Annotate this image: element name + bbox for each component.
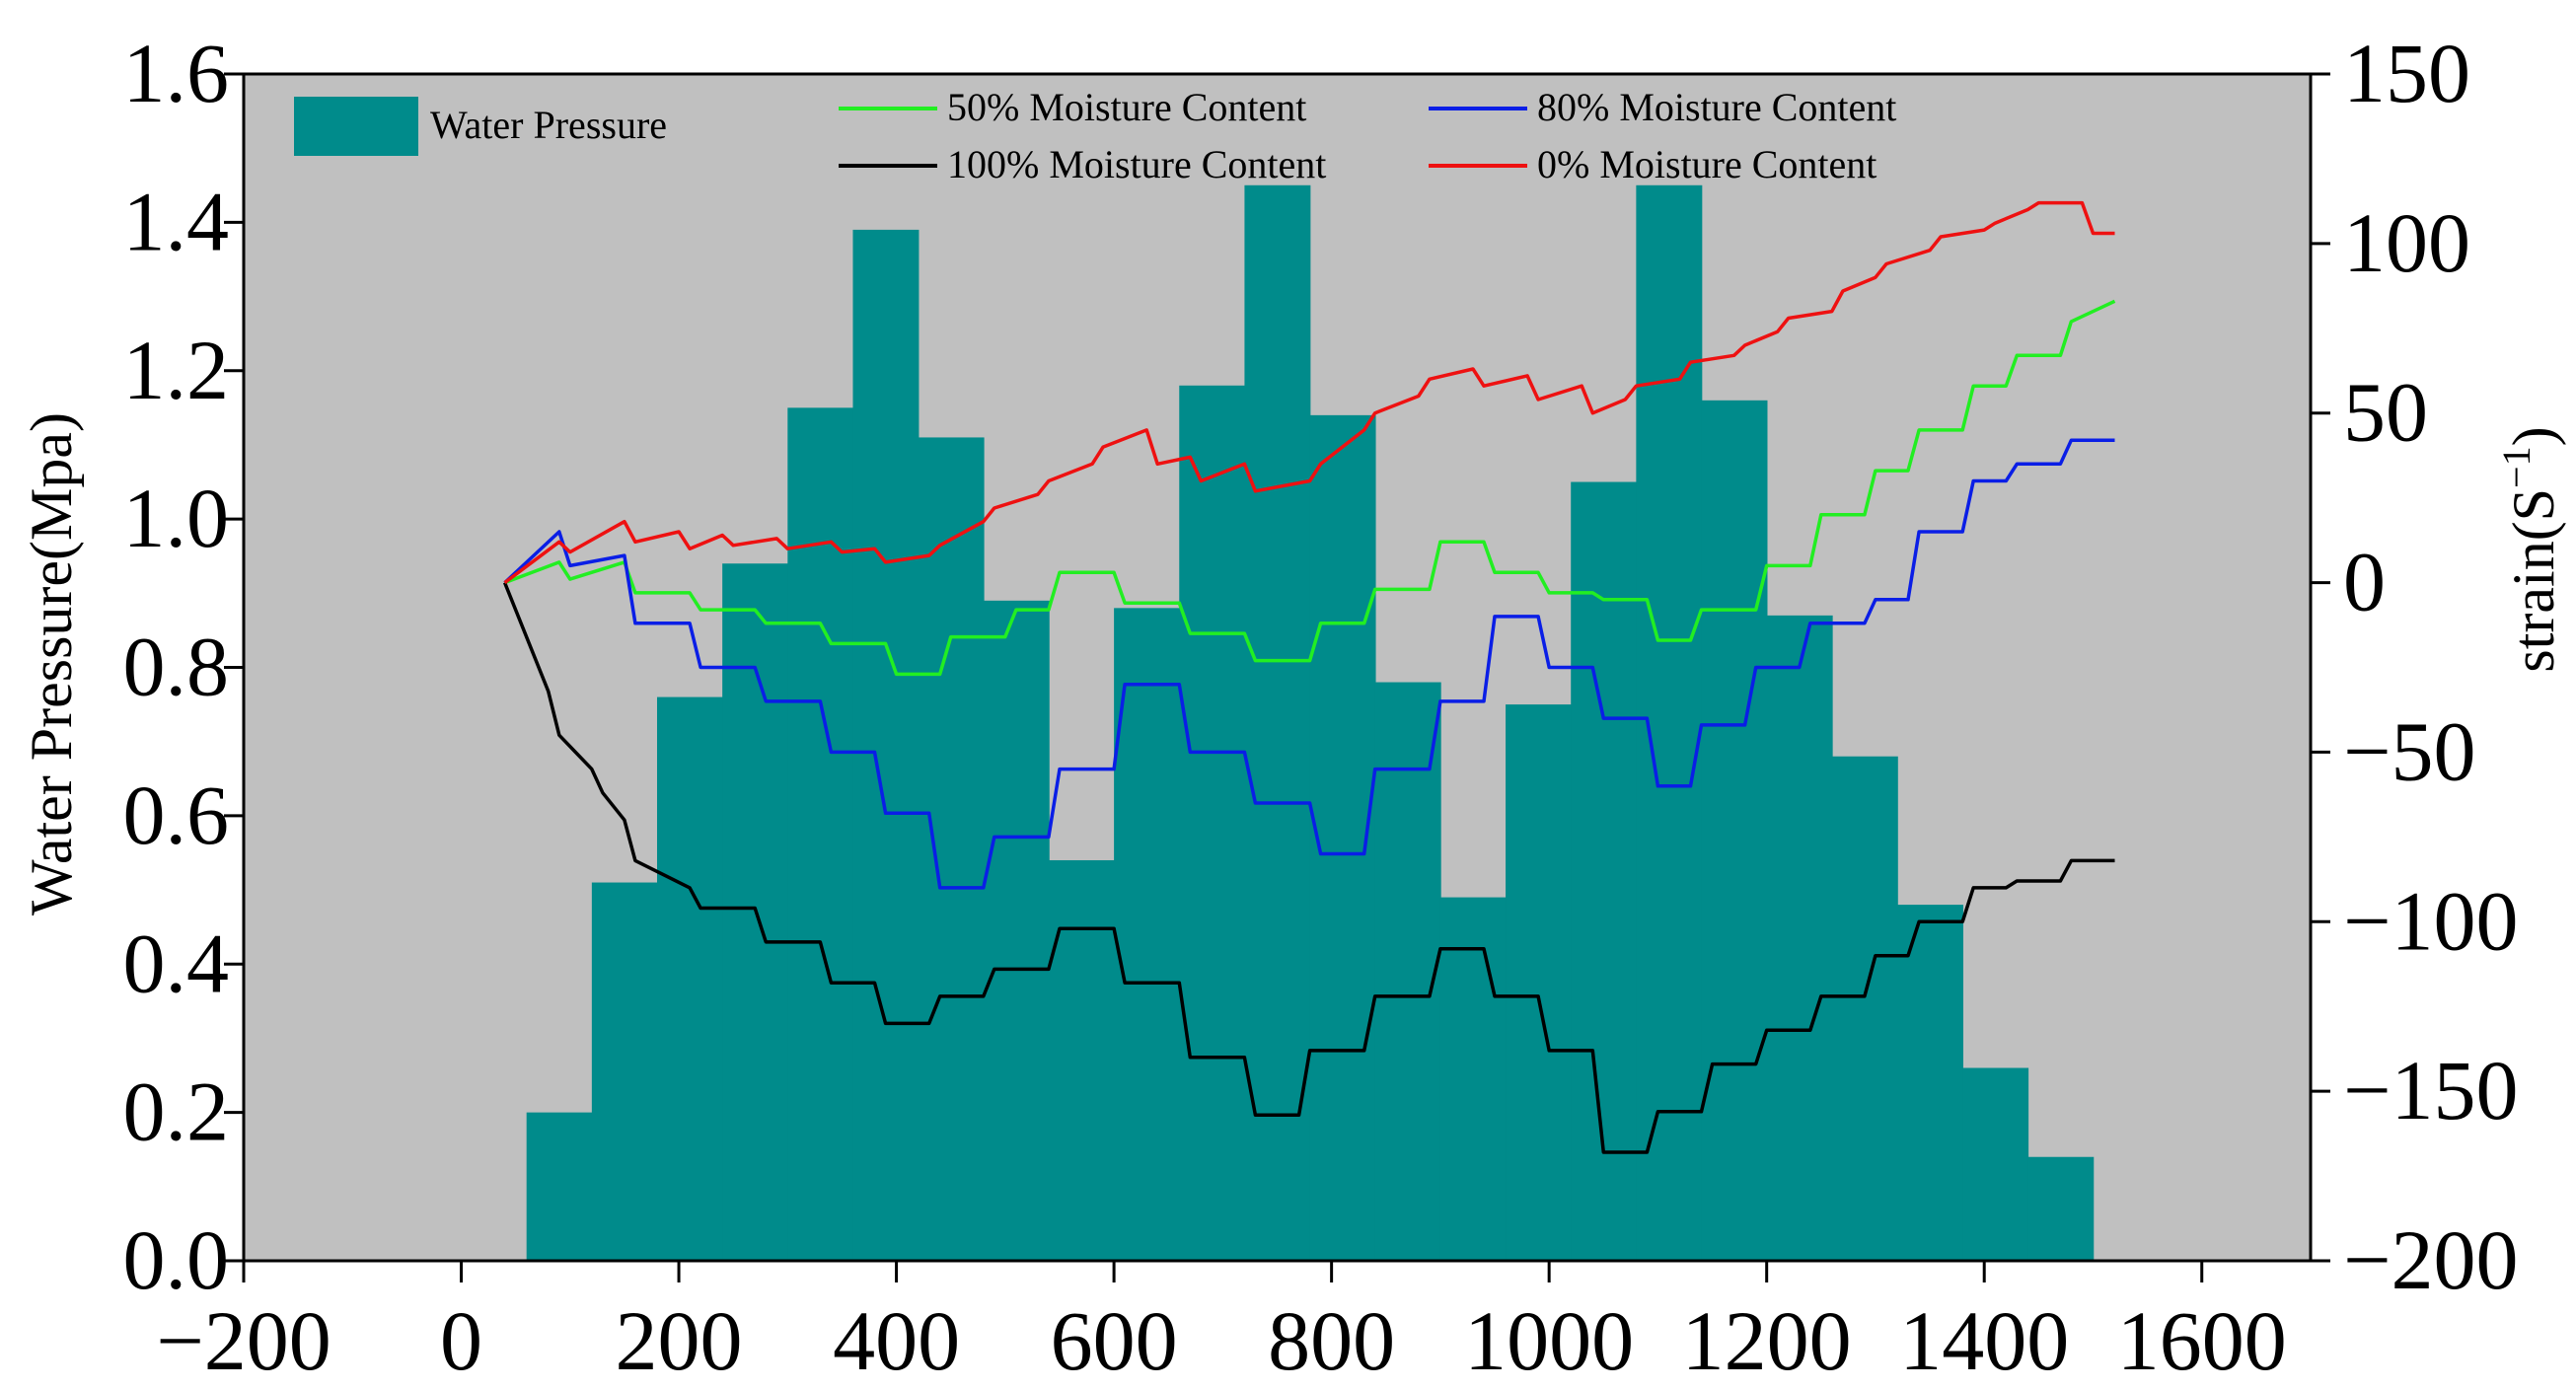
y-left-tick-label-1-0: 1.0 (123, 471, 230, 565)
y-left-tick-label-1-4: 1.4 (123, 174, 230, 268)
y-right-tick-label-150: 150 (2343, 26, 2470, 120)
x-tick-label-800: 800 (1268, 1293, 1395, 1388)
y-axis-right: −200 −150 −100 −50 0 50 100 150 (2311, 26, 2519, 1307)
bar-water-pressure-20 (1831, 756, 1898, 1261)
bar-water-pressure-22 (1962, 1067, 2029, 1261)
y-left-tick-label-0-6: 0.6 (123, 768, 230, 862)
series-line-80-moisture-content (503, 438, 2115, 890)
y-axis-right-title-base: strain(S (2501, 488, 2566, 673)
legend-label-50-moisture: 50% Moisture Content (947, 85, 1306, 129)
bar-water-pressure-14 (1439, 897, 1507, 1261)
series-line-50-moisture-content (503, 299, 2116, 677)
y-left-tick-label-0-8: 0.8 (123, 620, 230, 714)
strain-lines (502, 200, 2116, 1154)
y-right-tick-label-100: −100 (2343, 873, 2519, 968)
y-left-tick-label-0-0: 0.0 (123, 1212, 230, 1307)
axes: −200 0 200 400 600 800 1000 1200 1400 1600 0.00.2… (123, 26, 2519, 1388)
bar-water-pressure-18 (1701, 400, 1768, 1261)
legend-label-water-pressure: Water Pressure (430, 103, 667, 147)
y-axis-right-title-superscript: −1 (2494, 446, 2539, 488)
x-tick-label-200: −200 (156, 1293, 331, 1388)
x-tick-label-200: 200 (616, 1293, 743, 1388)
bar-water-pressure-11 (1244, 184, 1311, 1261)
legend-swatch-water-pressure (294, 97, 418, 156)
y-right-tick-label-100: 100 (2343, 195, 2470, 290)
water-pressure-bars (526, 184, 2095, 1262)
legend-label-80-moisture: 80% Moisture Content (1537, 85, 1896, 129)
x-tick-label-600: 600 (1051, 1293, 1178, 1388)
bar-water-pressure-10 (1179, 385, 1246, 1262)
bar-water-pressure-6 (918, 437, 985, 1261)
series-line-100-moisture-content (502, 581, 2115, 1154)
x-tick-label-1600: 1600 (2117, 1293, 2287, 1388)
bar-water-pressure-2 (657, 696, 723, 1261)
bar-water-pressure-23 (2027, 1156, 2095, 1261)
bar-water-pressure-1 (591, 882, 658, 1261)
bar-water-pressure-15 (1506, 704, 1573, 1261)
y-left-tick-label-0-2: 0.2 (123, 1064, 230, 1159)
legend: Water Pressure 50% Moisture Content 80% … (294, 85, 1896, 186)
x-tick-label-0: 0 (440, 1293, 482, 1388)
y-axis-left: 0.0 0.2 0.4 0.6 0.8 1.0 1.2 1.4 1.6 (123, 26, 244, 1307)
x-axis: −200 0 200 400 600 800 1000 1200 1400 1600 (156, 1261, 2287, 1388)
x-tick-label-1200: 1200 (1682, 1293, 1852, 1388)
x-tick-label-1400: 1400 (1899, 1293, 2069, 1388)
bar-water-pressure-21 (1897, 905, 1963, 1261)
y-left-tick-label-0-4: 0.4 (123, 915, 230, 1010)
y-right-tick-label-150: −150 (2343, 1043, 2519, 1137)
bar-water-pressure-0 (526, 1112, 593, 1261)
y-right-tick-label-200: −200 (2343, 1212, 2519, 1307)
y-left-tick-label-1-6: 1.6 (123, 26, 230, 120)
bar-water-pressure-9 (1114, 608, 1181, 1261)
bar-water-pressure-5 (852, 229, 920, 1261)
bar-water-pressure-13 (1374, 682, 1441, 1261)
x-tick-label-400: 400 (833, 1293, 960, 1388)
legend-label-100-moisture: 100% Moisture Content (947, 142, 1326, 186)
series-line-0-moisture-content (503, 200, 2115, 585)
plot-area (242, 72, 2313, 1263)
bar-water-pressure-4 (787, 407, 854, 1261)
y-right-tick-label-50: −50 (2343, 703, 2476, 798)
y-axis-right-title: strain(S−1) (2494, 426, 2566, 672)
y-right-tick-label-50: 50 (2343, 365, 2428, 460)
y-right-tick-label-0: 0 (2343, 535, 2386, 629)
y-axis-left-title: Water Pressure(Mpa) (19, 412, 84, 915)
y-axis-right-title-tail: ) (2501, 426, 2566, 446)
bar-water-pressure-8 (1048, 859, 1115, 1261)
legend-label-0-moisture: 0% Moisture Content (1537, 142, 1877, 186)
x-tick-label-1000: 1000 (1464, 1293, 1634, 1388)
bar-water-pressure-19 (1766, 615, 1833, 1261)
y-left-tick-label-1-2: 1.2 (123, 323, 230, 417)
bar-water-pressure-7 (983, 600, 1050, 1261)
bar-water-pressure-16 (1571, 481, 1638, 1261)
